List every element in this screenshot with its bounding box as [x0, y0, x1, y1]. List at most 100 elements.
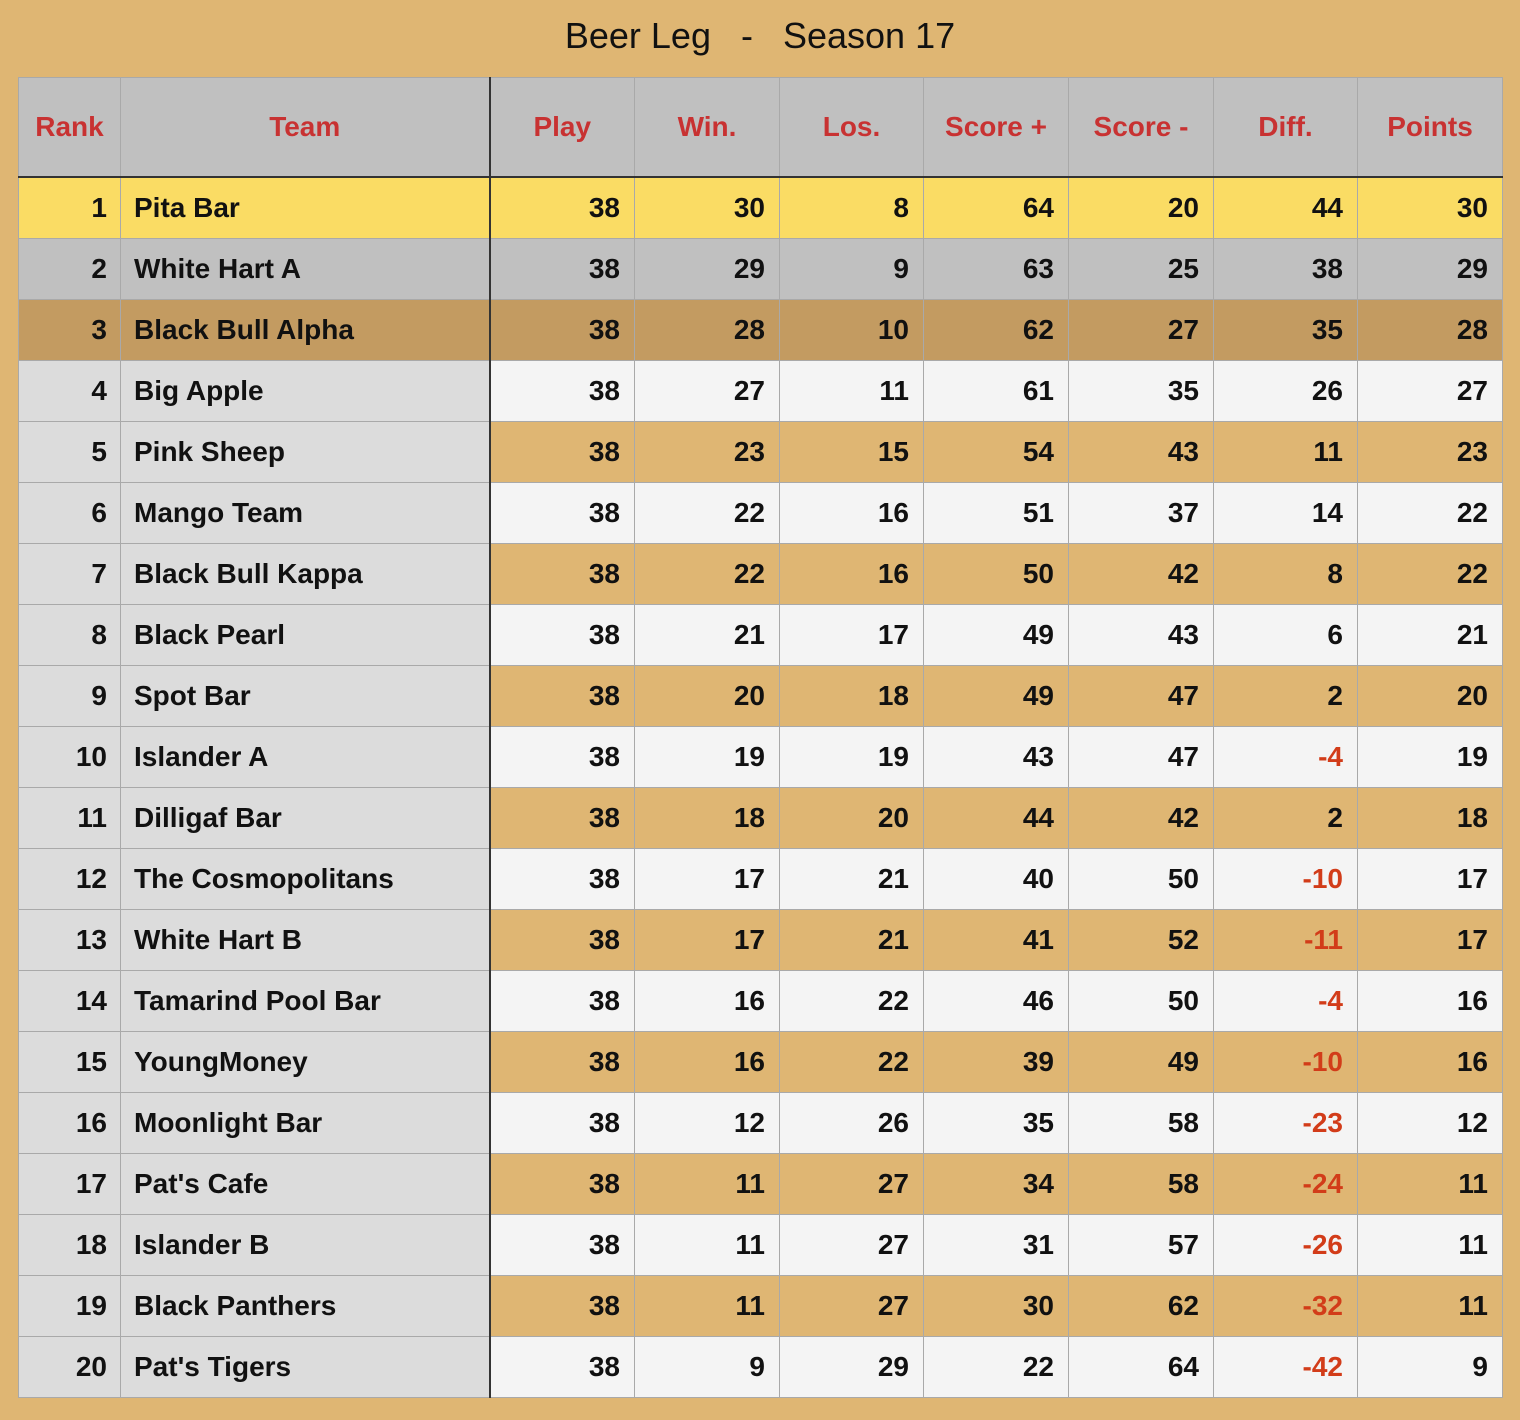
team-cell: Big Apple — [120, 360, 491, 422]
rank-cell: 10 — [18, 726, 121, 788]
win-cell: 11 — [634, 1275, 780, 1337]
rank-cell: 5 — [18, 421, 121, 483]
diff-cell: -11 — [1213, 909, 1358, 971]
team-cell: Pink Sheep — [120, 421, 491, 483]
table-row[interactable]: 17 Pat's Cafe 38 11 27 34 58 -24 11 — [18, 1153, 1503, 1215]
table-row[interactable]: 4 Big Apple 38 27 11 61 35 26 27 — [18, 360, 1503, 422]
score-plus-cell: 34 — [923, 1153, 1069, 1215]
team-cell: Pat's Cafe — [120, 1153, 491, 1215]
table-row[interactable]: 2 White Hart A 38 29 9 63 25 38 29 — [18, 238, 1503, 300]
points-cell: 17 — [1357, 848, 1503, 910]
diff-cell: -4 — [1213, 726, 1358, 788]
column-header-team[interactable]: Team — [120, 77, 491, 178]
score-minus-cell: 64 — [1068, 1336, 1214, 1398]
table-row[interactable]: 11 Dilligaf Bar 38 18 20 44 42 2 18 — [18, 787, 1503, 849]
score-plus-cell: 51 — [923, 482, 1069, 544]
score-minus-cell: 50 — [1068, 970, 1214, 1032]
table-row[interactable]: 3 Black Bull Alpha 38 28 10 62 27 35 28 — [18, 299, 1503, 361]
column-header-los[interactable]: Los. — [779, 77, 924, 178]
rank-cell: 11 — [18, 787, 121, 849]
points-cell: 16 — [1357, 970, 1503, 1032]
play-cell: 38 — [489, 1336, 635, 1398]
score-plus-cell: 39 — [923, 1031, 1069, 1093]
table-row[interactable]: 8 Black Pearl 38 21 17 49 43 6 21 — [18, 604, 1503, 666]
los-cell: 11 — [779, 360, 924, 422]
standings-table: Rank Team Play Win. Los. Score + Score -… — [18, 77, 1503, 1398]
points-cell: 11 — [1357, 1153, 1503, 1215]
score-minus-cell: 43 — [1068, 421, 1214, 483]
table-row[interactable]: 6 Mango Team 38 22 16 51 37 14 22 — [18, 482, 1503, 544]
score-plus-cell: 40 — [923, 848, 1069, 910]
score-minus-cell: 49 — [1068, 1031, 1214, 1093]
rank-cell: 8 — [18, 604, 121, 666]
win-cell: 30 — [634, 176, 780, 239]
win-cell: 17 — [634, 909, 780, 971]
diff-cell: 6 — [1213, 604, 1358, 666]
play-cell: 38 — [489, 176, 635, 239]
table-row[interactable]: 15 YoungMoney 38 16 22 39 49 -10 16 — [18, 1031, 1503, 1093]
column-header-points[interactable]: Points — [1357, 77, 1503, 178]
score-minus-cell: 35 — [1068, 360, 1214, 422]
score-plus-cell: 62 — [923, 299, 1069, 361]
los-cell: 20 — [779, 787, 924, 849]
points-cell: 27 — [1357, 360, 1503, 422]
team-cell: Pat's Tigers — [120, 1336, 491, 1398]
table-row[interactable]: 19 Black Panthers 38 11 27 30 62 -32 11 — [18, 1275, 1503, 1337]
table-row[interactable]: 12 The Cosmopolitans 38 17 21 40 50 -10 17 — [18, 848, 1503, 910]
table-row[interactable]: 14 Tamarind Pool Bar 38 16 22 46 50 -4 16 — [18, 970, 1503, 1032]
points-cell: 23 — [1357, 421, 1503, 483]
table-row[interactable]: 13 White Hart B 38 17 21 41 52 -11 17 — [18, 909, 1503, 971]
score-minus-cell: 52 — [1068, 909, 1214, 971]
table-row[interactable]: 18 Islander B 38 11 27 31 57 -26 11 — [18, 1214, 1503, 1276]
table-row[interactable]: 9 Spot Bar 38 20 18 49 47 2 20 — [18, 665, 1503, 727]
table-row[interactable]: 1 Pita Bar 38 30 8 64 20 44 30 — [18, 176, 1503, 239]
team-cell: Dilligaf Bar — [120, 787, 491, 849]
rank-cell: 2 — [18, 238, 121, 300]
score-minus-cell: 58 — [1068, 1092, 1214, 1154]
score-plus-cell: 41 — [923, 909, 1069, 971]
play-cell: 38 — [489, 1275, 635, 1337]
los-cell: 26 — [779, 1092, 924, 1154]
los-cell: 22 — [779, 1031, 924, 1093]
play-cell: 38 — [489, 1153, 635, 1215]
points-cell: 22 — [1357, 543, 1503, 605]
los-cell: 10 — [779, 299, 924, 361]
score-plus-cell: 22 — [923, 1336, 1069, 1398]
win-cell: 28 — [634, 299, 780, 361]
table-row[interactable]: 10 Islander A 38 19 19 43 47 -4 19 — [18, 726, 1503, 788]
table-row[interactable]: 7 Black Bull Kappa 38 22 16 50 42 8 22 — [18, 543, 1503, 605]
points-cell: 9 — [1357, 1336, 1503, 1398]
points-cell: 20 — [1357, 665, 1503, 727]
score-minus-cell: 50 — [1068, 848, 1214, 910]
play-cell: 38 — [489, 604, 635, 666]
column-header-play[interactable]: Play — [489, 77, 635, 178]
diff-cell: -26 — [1213, 1214, 1358, 1276]
column-header-score-plus[interactable]: Score + — [923, 77, 1069, 178]
diff-cell: -4 — [1213, 970, 1358, 1032]
column-header-rank[interactable]: Rank — [18, 77, 121, 178]
score-plus-cell: 49 — [923, 604, 1069, 666]
column-header-diff[interactable]: Diff. — [1213, 77, 1358, 178]
table-row[interactable]: 20 Pat's Tigers 38 9 29 22 64 -42 9 — [18, 1336, 1503, 1398]
column-header-score-minus[interactable]: Score - — [1068, 77, 1214, 178]
table-row[interactable]: 16 Moonlight Bar 38 12 26 35 58 -23 12 — [18, 1092, 1503, 1154]
score-plus-cell: 43 — [923, 726, 1069, 788]
win-cell: 27 — [634, 360, 780, 422]
team-cell: YoungMoney — [120, 1031, 491, 1093]
diff-cell: -24 — [1213, 1153, 1358, 1215]
los-cell: 27 — [779, 1275, 924, 1337]
los-cell: 29 — [779, 1336, 924, 1398]
column-header-win[interactable]: Win. — [634, 77, 780, 178]
team-cell: Black Pearl — [120, 604, 491, 666]
win-cell: 29 — [634, 238, 780, 300]
table-header-row: Rank Team Play Win. Los. Score + Score -… — [18, 77, 1503, 178]
diff-cell: 14 — [1213, 482, 1358, 544]
play-cell: 38 — [489, 299, 635, 361]
rank-cell: 3 — [18, 299, 121, 361]
table-row[interactable]: 5 Pink Sheep 38 23 15 54 43 11 23 — [18, 421, 1503, 483]
win-cell: 23 — [634, 421, 780, 483]
los-cell: 18 — [779, 665, 924, 727]
score-plus-cell: 46 — [923, 970, 1069, 1032]
score-minus-cell: 20 — [1068, 176, 1214, 239]
los-cell: 22 — [779, 970, 924, 1032]
